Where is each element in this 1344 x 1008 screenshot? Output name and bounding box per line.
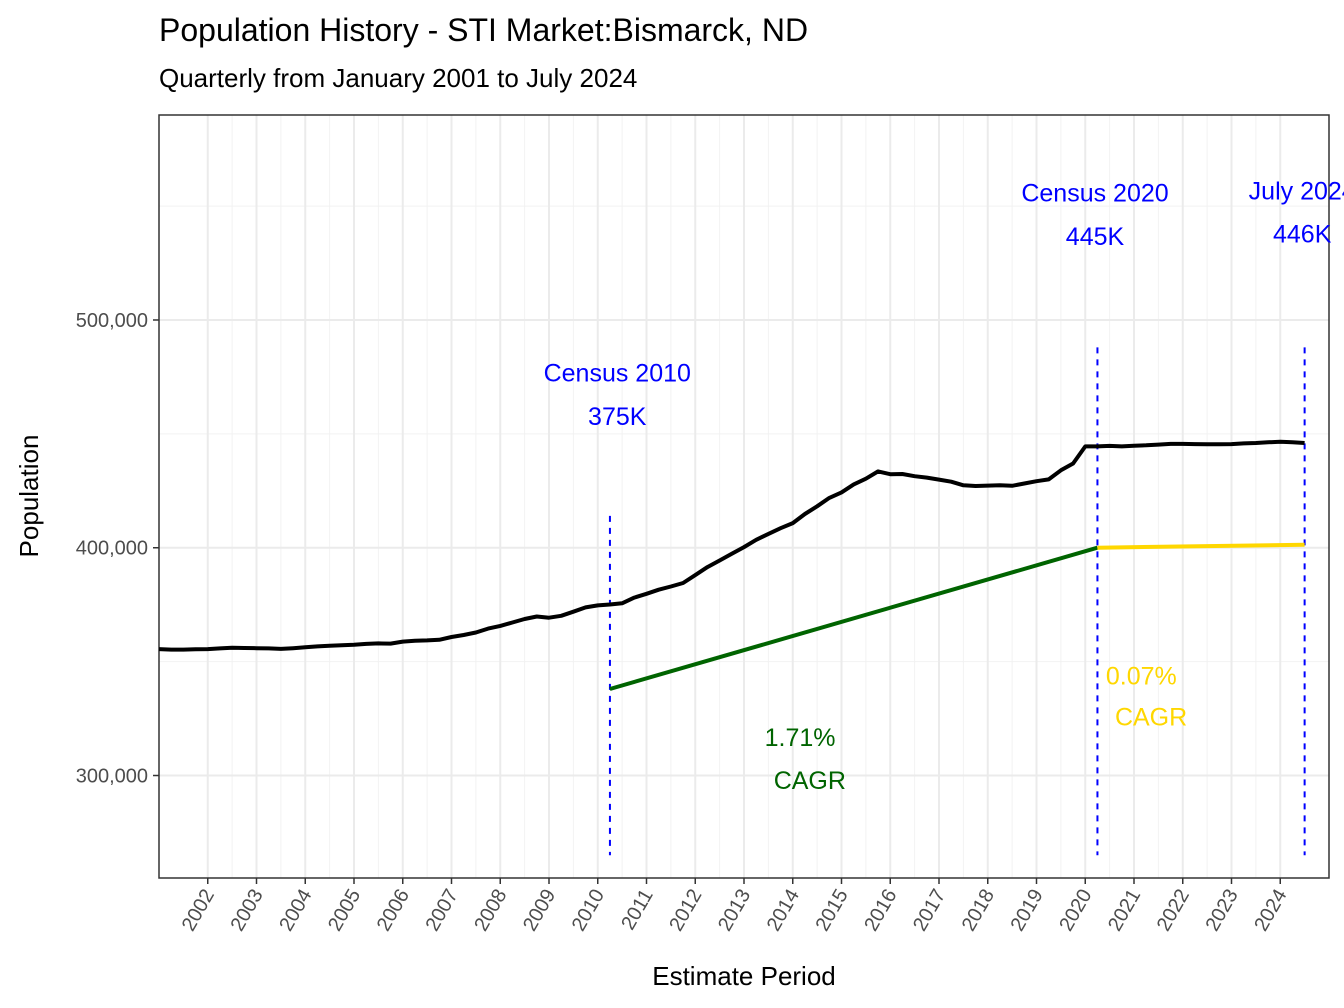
annotation-label: 375K [588, 403, 647, 431]
x-tick-label: 2009 [519, 886, 560, 936]
x-tick-label: 2022 [1153, 886, 1194, 936]
x-tick-label: 2004 [275, 886, 316, 936]
y-tick-label: 500,000 [76, 310, 148, 332]
y-tick-label: 400,000 [76, 538, 148, 560]
series-lines [158, 439, 1305, 691]
annotation-label: 446K [1273, 221, 1332, 249]
x-tick-label: 2005 [324, 886, 365, 936]
annotations: Census 2010 375K Census 2020 445K July 202 4 4… [544, 177, 1344, 795]
annotation-label: Census 2020 [1021, 180, 1168, 208]
population-line [158, 439, 1305, 652]
vertical-reference-lines [608, 347, 1306, 856]
x-tick-label: 2016 [860, 886, 901, 936]
x-tick-label: 2008 [470, 886, 511, 936]
x-tick-label: 2007 [422, 886, 463, 936]
x-axis-title: Estimate Period [652, 961, 836, 991]
x-tick-label: 2015 [812, 886, 853, 936]
x-tick-label: 2002 [178, 886, 219, 936]
x-axis: 2002 2003 2004 2005 2006 2007 2008 2009 2010 2011… [178, 878, 1292, 935]
x-tick-label: 2023 [1202, 886, 1243, 936]
annotation-label: 1.71% [765, 724, 836, 752]
x-tick-label: 2012 [665, 886, 706, 936]
x-tick-label: 2011 [617, 886, 658, 934]
grid-lines [159, 115, 1329, 878]
x-tick-label: 2006 [373, 886, 414, 936]
x-tick-label: 2013 [714, 886, 755, 936]
x-tick-label: 2017 [909, 886, 950, 936]
chart-title: Population History - STI Market:Bismarck… [159, 12, 809, 48]
annotation-label: 0.07% [1106, 662, 1177, 690]
x-tick-label: 2024 [1250, 886, 1291, 936]
y-axis-title: Population [14, 435, 44, 558]
annotation-label: CAGR [774, 767, 846, 795]
y-axis: 300,000 400,000 500,000 [76, 310, 159, 788]
annotation-label: 445K [1066, 223, 1125, 251]
y-tick-label: 300,000 [76, 766, 148, 788]
x-tick-label: 2014 [763, 886, 804, 936]
x-tick-label: 2003 [227, 886, 268, 936]
annotation-label: Census 2010 [544, 359, 691, 387]
cagr-2020-2024-line [1097, 542, 1305, 550]
annotation-label: CAGR [1115, 703, 1187, 731]
x-tick-label: 2020 [1055, 886, 1096, 936]
x-tick-label: 2010 [568, 886, 609, 936]
x-tick-label: 2021 [1104, 886, 1145, 936]
annotation-label: July 2024 [1249, 177, 1344, 205]
x-tick-label: 2018 [958, 886, 999, 936]
x-tick-label: 2019 [1007, 886, 1048, 936]
chart-subtitle: Quarterly from January 2001 to July 2024 [159, 63, 638, 93]
cagr-2010-2020-line [609, 545, 1098, 691]
